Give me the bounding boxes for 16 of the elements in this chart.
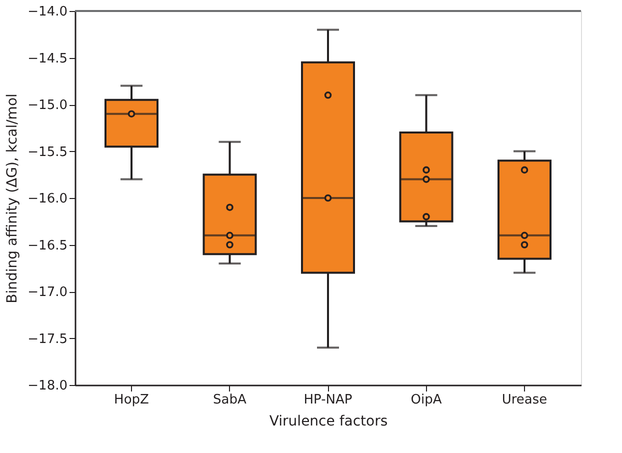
x-tick-label: HP-NAP: [304, 392, 352, 408]
y-tick-label: −18.0: [28, 378, 68, 394]
y-tick-label: −15.5: [28, 144, 68, 160]
y-tick-label: −15.0: [28, 98, 68, 113]
x-tick-label: Urease: [502, 392, 548, 408]
y-tick-label: −16.0: [28, 192, 68, 206]
y-tick-label: −17.0: [28, 285, 68, 300]
y-tick-label: −17.5: [28, 332, 68, 347]
x-axis-title: Virulence factors: [269, 414, 388, 430]
y-tick-label: −14.5: [28, 51, 68, 66]
y-tick-label: −16.5: [28, 238, 68, 254]
x-tick-label: OipA: [410, 392, 442, 408]
x-tick-label: HopZ: [114, 392, 150, 408]
y-axis-title: Binding affinity (ΔG), kcal/mol: [4, 94, 21, 304]
x-tick-label: SabA: [213, 392, 247, 408]
y-tick-label: −14.0: [28, 4, 68, 20]
